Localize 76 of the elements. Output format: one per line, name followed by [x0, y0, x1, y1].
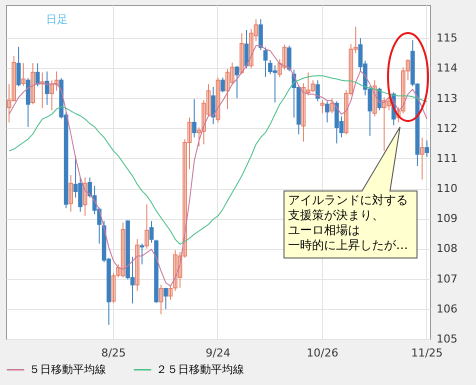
candlestick	[278, 58, 282, 78]
y-tick-label: 108	[436, 242, 458, 256]
candlestick	[40, 72, 44, 109]
candlestick	[182, 138, 187, 258]
candlestick	[30, 62, 35, 105]
candlestick	[316, 80, 320, 102]
candlestick	[164, 287, 168, 310]
y-tick-label: 111	[436, 152, 458, 165]
candlestick	[187, 117, 192, 170]
candlestick	[263, 46, 268, 78]
candlestick	[240, 32, 244, 75]
y-tick-label: 107	[436, 272, 458, 286]
y-tick-label: 109	[436, 212, 458, 226]
candlestick	[140, 243, 144, 265]
candlestick	[406, 58, 410, 81]
candlestick	[234, 65, 240, 99]
candlestick	[401, 66, 406, 114]
candlestick	[386, 98, 392, 111]
legend-label: ２５日移動平均線	[156, 362, 244, 376]
candlestick	[168, 286, 173, 300]
y-tick-label: 113	[436, 92, 458, 105]
candlestick	[420, 137, 424, 180]
candlestick	[306, 72, 310, 96]
candlestick	[330, 98, 334, 114]
candlestick	[211, 86, 216, 125]
candlestick	[12, 55, 16, 102]
candlestick	[287, 45, 292, 72]
candlestick	[424, 140, 430, 158]
candlestick	[206, 84, 211, 117]
candlestick	[68, 174, 73, 212]
text: 日足	[46, 13, 68, 26]
y-tick-label: 114	[436, 62, 458, 75]
candlestick	[173, 250, 178, 292]
candlestick	[344, 90, 348, 135]
candlestick	[225, 68, 230, 110]
candlestick	[158, 284, 164, 315]
candlestick	[120, 222, 126, 278]
candlestick	[372, 80, 377, 117]
candlestick	[254, 18, 258, 42]
candlestick	[230, 62, 234, 86]
candlestick	[382, 96, 386, 152]
candlestick	[258, 18, 263, 51]
y-tick-label: 115	[436, 32, 458, 45]
candlestick	[202, 100, 206, 145]
candlestick	[249, 28, 254, 69]
candlestick	[144, 204, 149, 250]
candlestick	[348, 44, 354, 96]
candlestick	[50, 80, 54, 111]
candlestick	[111, 272, 116, 304]
x-tick-label: 9/24	[206, 346, 230, 360]
annotation: アイルランドに対する	[288, 193, 408, 207]
candlestick	[325, 100, 330, 123]
y-tick-label: 112	[436, 122, 458, 135]
annotation: 一時的に上昇したが…	[288, 238, 408, 252]
candlestick	[149, 220, 154, 244]
candlestick	[6, 84, 12, 123]
annotation: 支援策が決まり、	[288, 208, 384, 222]
annotation: ユーロ相場は	[288, 223, 360, 237]
candlestick	[220, 77, 225, 93]
candlestick	[116, 264, 120, 278]
candlestick	[16, 46, 21, 87]
candlestick	[310, 80, 316, 93]
y-tick-label: 105	[436, 332, 458, 346]
candlestick	[301, 82, 306, 142]
candlestick	[196, 126, 202, 147]
candlestick	[216, 77, 220, 123]
y-tick-label: 110	[436, 182, 458, 196]
y-tick-label: 106	[436, 302, 458, 316]
x-tick-label: 10/26	[306, 346, 338, 360]
x-tick-label: 8/25	[101, 346, 126, 360]
x-tick-label: 11/25	[411, 346, 443, 360]
candlestick	[135, 238, 140, 292]
candlestick	[192, 98, 196, 138]
legend-label: ５日移動平均線	[29, 362, 106, 376]
candlestick	[21, 62, 26, 87]
candlestick	[354, 26, 358, 54]
